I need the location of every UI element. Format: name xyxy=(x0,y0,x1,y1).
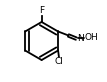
Text: N: N xyxy=(77,34,83,43)
Text: OH: OH xyxy=(85,33,99,42)
Text: F: F xyxy=(39,6,44,15)
Text: Cl: Cl xyxy=(54,57,63,66)
